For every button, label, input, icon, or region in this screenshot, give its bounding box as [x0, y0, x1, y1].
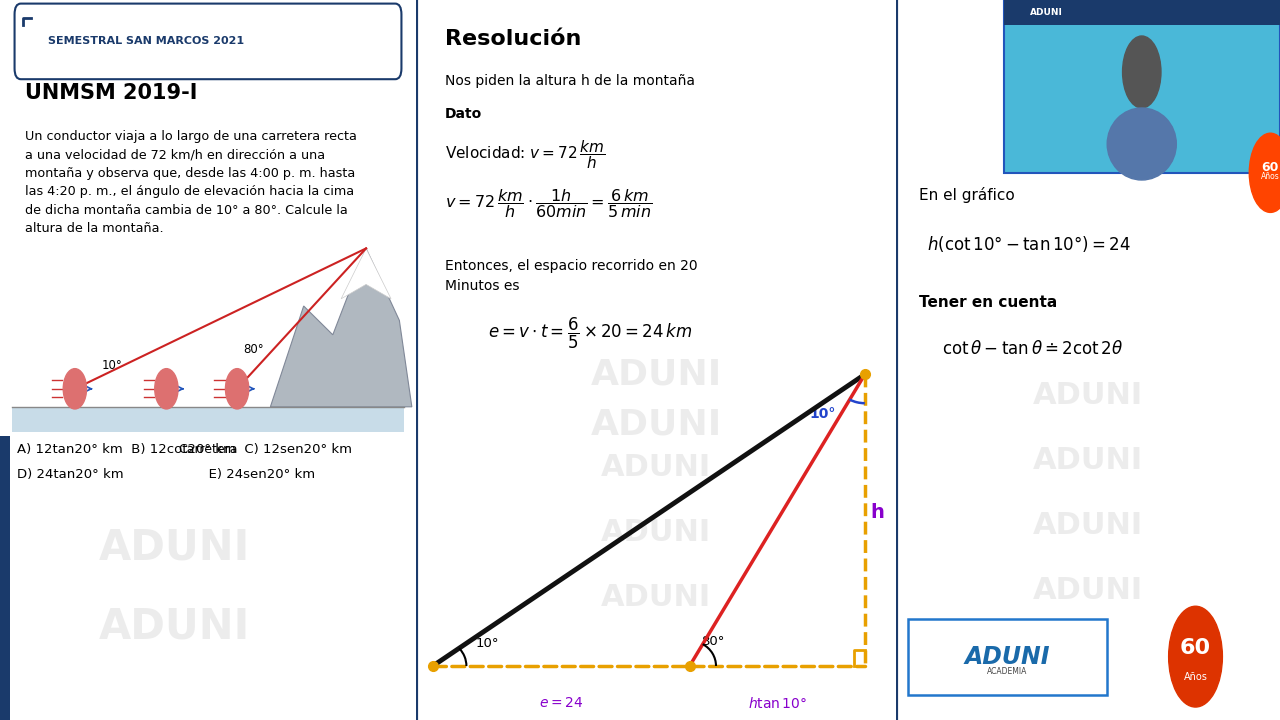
Polygon shape [270, 248, 412, 407]
Text: ADUNI: ADUNI [1030, 9, 1064, 17]
Text: ADUNI: ADUNI [1033, 511, 1143, 540]
Text: $\cot\theta - \tan\theta \doteq 2\cot 2\theta$: $\cot\theta - \tan\theta \doteq 2\cot 2\… [942, 340, 1124, 358]
Bar [1004, 0, 1280, 173]
Text: ADUNI: ADUNI [99, 526, 251, 568]
Circle shape [1169, 606, 1222, 707]
Text: ADUNI: ADUNI [600, 583, 712, 612]
Text: $e = 24$: $e = 24$ [539, 696, 584, 710]
Text: 10°: 10° [476, 637, 499, 650]
Text: SEMESTRAL SAN MARCOS 2021: SEMESTRAL SAN MARCOS 2021 [47, 36, 244, 46]
Text: $h(\cot 10° - \tan 10°) = 24$: $h(\cot 10° - \tan 10°) = 24$ [927, 234, 1130, 254]
Text: Tener en cuenta: Tener en cuenta [919, 295, 1057, 310]
Text: h: h [870, 503, 884, 523]
FancyBboxPatch shape [14, 4, 402, 79]
Text: Carretera: Carretera [178, 443, 238, 456]
Circle shape [225, 369, 248, 409]
Text: ADUNI: ADUNI [1033, 382, 1143, 410]
Ellipse shape [1107, 108, 1176, 180]
Text: ADUNI: ADUNI [600, 454, 712, 482]
Text: UNMSM 2019-I: UNMSM 2019-I [26, 83, 197, 103]
FancyBboxPatch shape [908, 619, 1107, 695]
Text: Dato: Dato [445, 107, 483, 120]
Text: Entonces, el espacio recorrido en 20
Minutos es: Entonces, el espacio recorrido en 20 Min… [445, 259, 698, 293]
Text: ADUNI: ADUNI [590, 357, 722, 392]
Text: $v = 72\,\dfrac{km}{h}\cdot\dfrac{1h}{60min} = \dfrac{6\,km}{5\,min}$: $v = 72\,\dfrac{km}{h}\cdot\dfrac{1h}{60… [445, 187, 652, 220]
Text: Resolución: Resolución [445, 29, 581, 49]
Text: 80°: 80° [243, 343, 264, 356]
Bar [0, 436, 10, 720]
Text: 10°: 10° [810, 407, 836, 420]
Text: ADUNI: ADUNI [590, 408, 722, 442]
Bar [1004, 0, 1280, 25]
Text: ADUNI: ADUNI [600, 518, 712, 547]
Text: Años: Años [1261, 172, 1280, 181]
Circle shape [1123, 36, 1161, 108]
Text: Años: Años [1184, 672, 1207, 682]
Bar [13, 407, 403, 432]
Text: ADUNI: ADUNI [965, 645, 1050, 670]
Text: D) 24tan20° km                    E) 24sen20° km: D) 24tan20° km E) 24sen20° km [17, 468, 315, 481]
Text: 60: 60 [1180, 638, 1211, 658]
Text: En el gráfico: En el gráfico [919, 187, 1015, 203]
Text: Nos piden la altura h de la montaña: Nos piden la altura h de la montaña [445, 74, 695, 88]
Circle shape [1249, 133, 1280, 212]
Circle shape [155, 369, 178, 409]
Text: A) 12tan20° km  B) 12cot20° km  C) 12sen20° km: A) 12tan20° km B) 12cot20° km C) 12sen20… [17, 443, 352, 456]
Text: 10°: 10° [102, 359, 123, 372]
Text: 80°: 80° [701, 635, 724, 648]
Circle shape [63, 369, 87, 409]
Text: ADUNI: ADUNI [1033, 446, 1143, 475]
Text: ADUNI: ADUNI [99, 606, 251, 647]
Polygon shape [340, 248, 392, 299]
Text: Un conductor viaja a lo largo de una carretera recta
a una velocidad de 72 km/h : Un conductor viaja a lo largo de una car… [26, 130, 357, 235]
Text: ADUNI: ADUNI [1033, 576, 1143, 605]
Text: Velocidad: $v = 72\,\dfrac{km}{h}$: Velocidad: $v = 72\,\dfrac{km}{h}$ [445, 138, 605, 171]
Text: ACADEMIA: ACADEMIA [987, 667, 1028, 676]
Text: $h\tan 10°$: $h\tan 10°$ [748, 696, 806, 711]
Text: 60: 60 [1262, 161, 1279, 174]
Text: $e = v \cdot t = \dfrac{6}{5} \times 20 = 24\,km$: $e = v \cdot t = \dfrac{6}{5} \times 20 … [488, 315, 692, 351]
